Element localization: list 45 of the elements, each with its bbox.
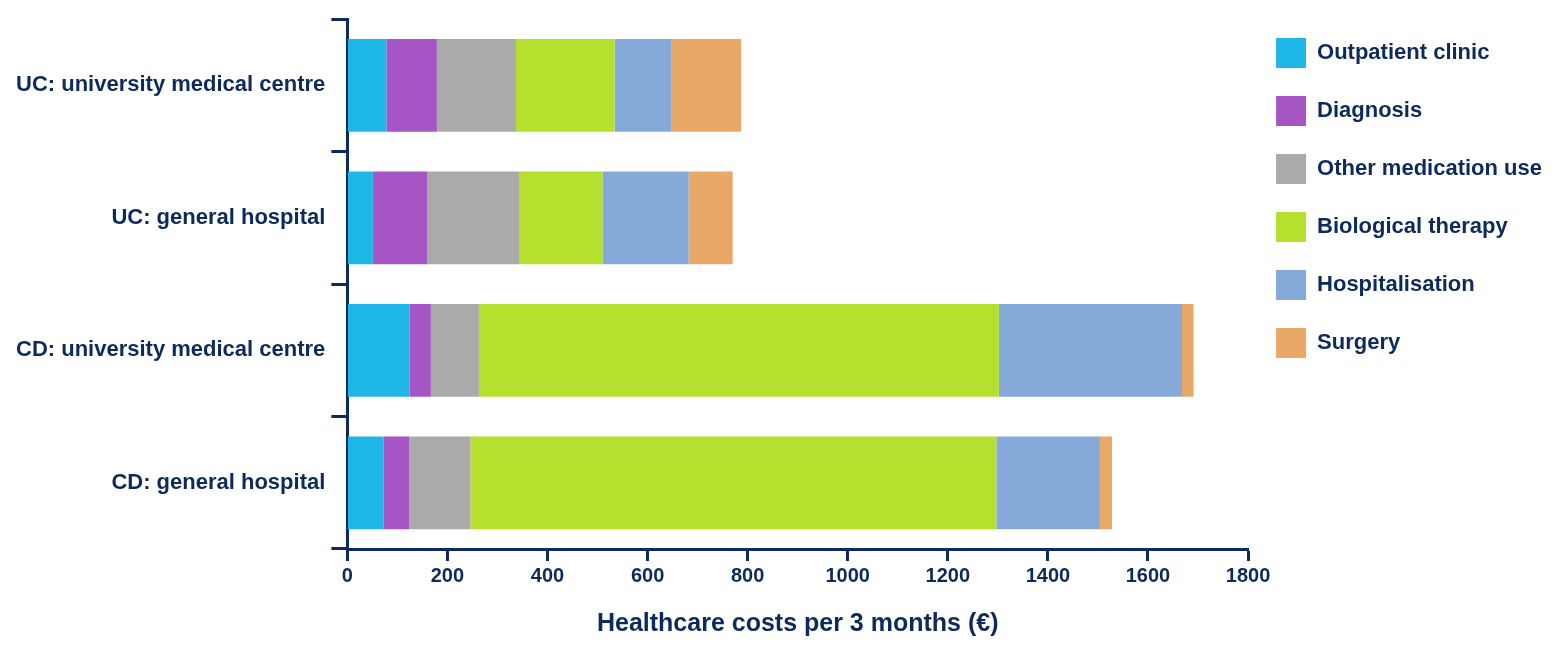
bar [1182,303,1194,397]
x-tick-label: 1600 [1125,563,1171,586]
bar [602,171,689,265]
bar [518,171,603,265]
bar [347,436,384,530]
legend-label: Outpatient clinic [1317,39,1490,65]
bar [383,436,410,530]
x-tick-label: 1400 [1025,563,1071,586]
bar [671,39,742,132]
x-axis-title: Healthcare costs per 3 months (€) [596,607,999,636]
y-tick-label: CD: university medical centre [15,336,326,362]
legend-label: Biological therapy [1317,213,1509,239]
legend-label: Hospitalisation [1317,271,1475,297]
x-tick-label: 1800 [1225,563,1271,586]
legend-label: Diagnosis [1317,97,1423,123]
x-tick-label: 0 [341,563,353,586]
x-tick-label: 1000 [825,563,870,586]
x-tick-label: 200 [430,563,465,586]
y-tick-label: UC: general hospital [111,203,326,229]
bar [688,171,733,265]
bar [614,39,672,132]
bar [409,303,431,397]
bar [409,436,471,530]
x-tick-label: 800 [730,563,765,586]
legend-label: Surgery [1317,329,1401,355]
x-tick-label: 1200 [925,563,971,586]
legend-label: Other medication use [1317,155,1543,181]
bar [427,171,519,265]
bar [430,303,479,397]
bar [515,39,615,132]
bar [386,39,437,132]
x-tick-label: 600 [630,563,665,586]
bar [996,436,1100,530]
bar [347,303,410,397]
bar [347,171,373,265]
bar [436,39,516,132]
bar [372,171,428,265]
bar [347,39,387,132]
bar [470,436,997,530]
bar [478,303,999,397]
bar [1099,436,1112,530]
bar [998,303,1183,397]
y-tick-label: UC: university medical centre [15,71,326,97]
x-tick-label: 400 [530,563,565,586]
y-tick-label: CD: general hospital [111,468,326,494]
